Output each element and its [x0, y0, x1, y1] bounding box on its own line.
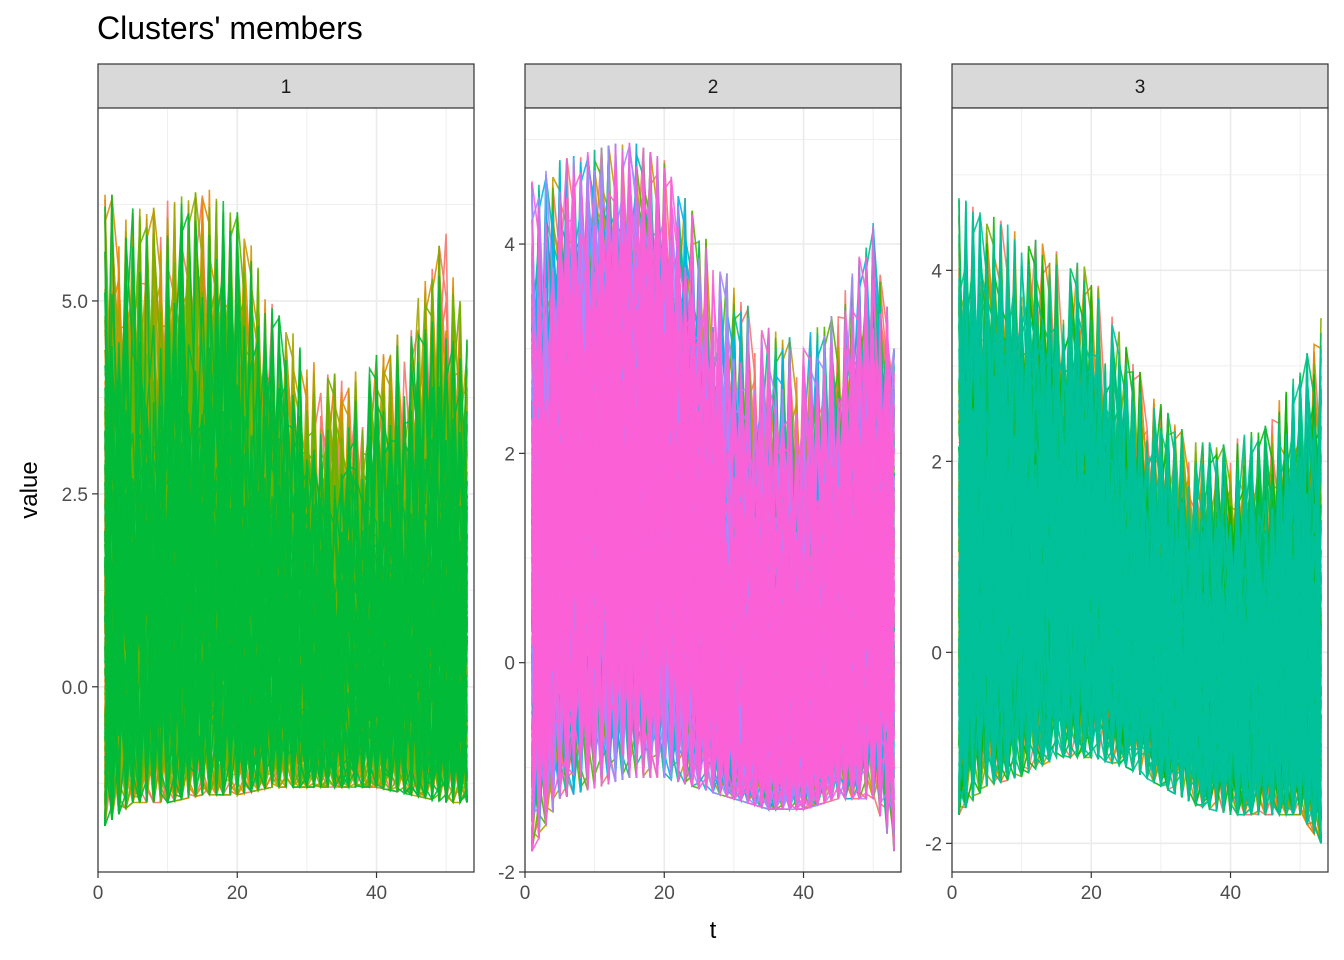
panel-border [97, 107, 475, 873]
chart-title: Clusters' members [97, 10, 363, 46]
y-tick-label: 2 [931, 452, 942, 473]
series-line [958, 326, 1322, 810]
series-lines [958, 198, 1322, 844]
y-axis-title: value [16, 461, 43, 518]
series-line [958, 224, 1322, 810]
x-tick-label: 40 [793, 883, 814, 904]
y-tick-label: 4 [504, 235, 515, 256]
series-line [104, 211, 468, 803]
facet-strip [97, 63, 475, 109]
x-tick-label: 20 [654, 883, 675, 904]
y-tick-label: 2 [504, 444, 515, 465]
y-tick-label: 0.0 [62, 678, 88, 699]
x-tick-label: 20 [1081, 883, 1102, 904]
panel-border [951, 107, 1329, 873]
facet-strip-label: 2 [708, 77, 719, 98]
y-tick-label: 2.5 [62, 485, 88, 506]
panel-border [524, 107, 902, 873]
facet-panel-3: 3 0 20 40 -2 0 2 4 [925, 63, 1329, 904]
series-lines [531, 142, 895, 852]
y-tick-label: 5.0 [62, 292, 88, 313]
facet-strip-label: 3 [1135, 77, 1146, 98]
y-tick-label: 0 [504, 654, 515, 675]
facet-strip [524, 63, 902, 109]
y-tick-label: 0 [931, 643, 942, 664]
facet-strip [951, 63, 1329, 109]
x-tick-label: 0 [947, 883, 958, 904]
series-line [958, 231, 1322, 785]
y-tick-label: -2 [925, 834, 942, 855]
series-line [104, 272, 468, 804]
series-line [531, 206, 895, 852]
x-tick-label: 40 [366, 883, 387, 904]
series-line [531, 181, 895, 808]
series-line [104, 349, 468, 815]
series-line [104, 234, 468, 795]
x-tick-label: 0 [520, 883, 531, 904]
series-line [958, 392, 1322, 839]
series-line [531, 212, 895, 810]
series-line [958, 262, 1322, 783]
series-lines [104, 189, 468, 826]
x-tick-label: 40 [1220, 883, 1241, 904]
series-line [531, 231, 895, 810]
series-line [531, 157, 895, 840]
facet-strip-label: 1 [281, 77, 292, 98]
y-tick-label: -2 [498, 863, 515, 884]
series-line [104, 361, 468, 826]
x-axis-title: t [710, 917, 717, 944]
y-tick-label: 4 [931, 261, 942, 282]
series-line [104, 347, 468, 814]
x-tick-label: 20 [227, 883, 248, 904]
series-line [531, 256, 895, 784]
x-tick-label: 0 [93, 883, 104, 904]
facet-panel-1: 1 0 20 40 0.0 2.5 5.0 [62, 63, 475, 904]
series-line [958, 292, 1322, 813]
